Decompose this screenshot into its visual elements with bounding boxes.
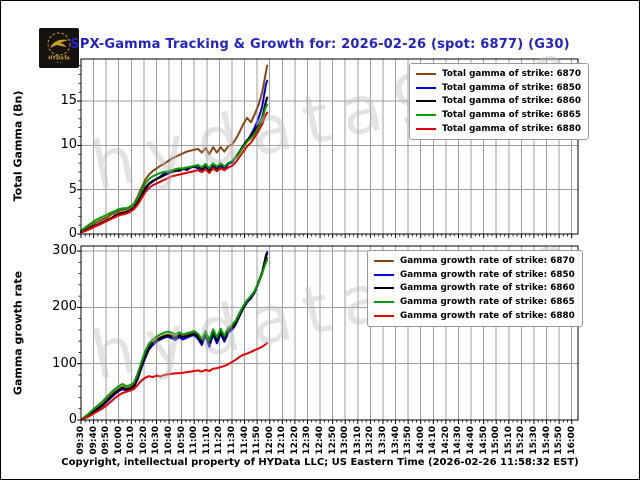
logo-dots: ·•·•· — [55, 61, 62, 65]
legend-label: Total gamma of strike: 6870 — [442, 68, 582, 79]
page-title: SPX-Gamma Tracking & Growth for: 2026-02… — [70, 37, 570, 52]
logo-text: HYDaTa — [48, 56, 69, 62]
legend-label: Gamma growth rate of strike: 6870 — [400, 255, 575, 266]
y-tick-label: 10 — [60, 137, 77, 153]
copyright-text: Copyright, intellectual property of HYDa… — [61, 457, 579, 468]
logo-emblem: HYDaTa ·•·•· — [47, 32, 71, 65]
total-gamma-chart — [77, 58, 579, 238]
legend-entry: Total gamma of strike: 6850 — [416, 81, 581, 95]
legend-line-swatch — [416, 100, 436, 103]
series-line-6880 — [80, 341, 269, 421]
gamma-growth-rate-chart — [77, 245, 579, 424]
y-tick-label: 200 — [52, 299, 77, 315]
legend-line-swatch — [416, 114, 436, 117]
legend-line-swatch — [374, 301, 394, 304]
legend-line-swatch — [416, 72, 436, 75]
legend-label: Total gamma of strike: 6850 — [442, 82, 582, 93]
y-tick-label: 5 — [68, 181, 77, 197]
legend-entry: Gamma growth rate of strike: 6865 — [374, 295, 575, 309]
legend-line-swatch — [374, 287, 394, 290]
legend-label: Total gamma of strike: 6880 — [442, 124, 582, 135]
legend-entry: Total gamma of strike: 6880 — [416, 122, 581, 136]
gamma-growth-rate-canvas — [77, 245, 579, 424]
bird-icon — [50, 39, 68, 48]
legend-line-swatch — [374, 315, 394, 318]
y-tick-label: 100 — [52, 355, 77, 371]
legend-label: Total gamma of strike: 6865 — [442, 110, 582, 121]
series-line-6865 — [80, 259, 269, 421]
legend-label: Gamma growth rate of strike: 6865 — [400, 297, 575, 308]
legend-entry: Total gamma of strike: 6870 — [416, 67, 581, 81]
series-line-6870 — [80, 64, 269, 233]
legend-label: Gamma growth rate of strike: 6860 — [400, 283, 575, 294]
x-tick-label: 16:00 — [566, 426, 577, 455]
legend-total-gamma: Total gamma of strike: 6870 Total gamma o… — [409, 63, 590, 140]
logo-ring — [47, 32, 71, 56]
legend-line-swatch — [416, 128, 436, 131]
legend-entry: Gamma growth rate of strike: 6850 — [374, 268, 575, 282]
series-line-6865 — [80, 103, 269, 232]
y-tick-label: 15 — [60, 93, 77, 109]
series-line-6860 — [80, 96, 269, 234]
total-gamma-canvas — [77, 58, 579, 238]
legend-line-swatch — [416, 86, 436, 89]
legend-growth-rate: Gamma growth rate of strike: 6870 Gamma g… — [367, 250, 583, 327]
legend-entry: Gamma growth rate of strike: 6880 — [374, 309, 575, 323]
series-line-6860 — [80, 252, 269, 421]
y-axis-label-top: Total Gamma (Bn) — [11, 90, 25, 202]
legend-entry: Gamma growth rate of strike: 6870 — [374, 254, 575, 268]
legend-entry: Total gamma of strike: 6865 — [416, 108, 581, 122]
y-tick-label: 0 — [68, 412, 77, 427]
legend-entry: Total gamma of strike: 6860 — [416, 95, 581, 109]
legend-label: Total gamma of strike: 6860 — [442, 96, 582, 107]
legend-line-swatch — [374, 273, 394, 276]
legend-label: Gamma growth rate of strike: 6850 — [400, 269, 575, 280]
y-axis-label-bottom: Gamma growth rate — [11, 270, 25, 396]
y-tick-label: 0 — [68, 226, 77, 241]
legend-line-swatch — [374, 259, 394, 262]
legend-entry: Gamma growth rate of strike: 6860 — [374, 282, 575, 296]
legend-label: Gamma growth rate of strike: 6880 — [400, 311, 575, 322]
y-tick-label: 300 — [52, 243, 77, 259]
hydata-logo: HYDaTa ·•·•· — [39, 28, 79, 68]
series-line-6880 — [80, 111, 269, 234]
